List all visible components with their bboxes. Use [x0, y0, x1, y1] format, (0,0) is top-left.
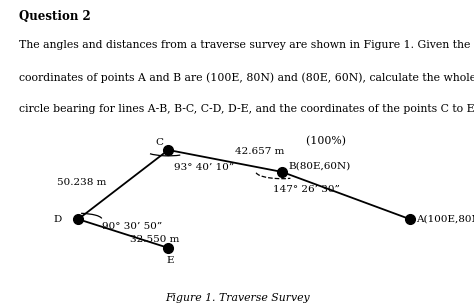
Text: circle bearing for lines A-B, B-C, C-D, D-E, and the coordinates of the points C: circle bearing for lines A-B, B-C, C-D, … [19, 104, 474, 114]
Text: Question 2: Question 2 [19, 10, 91, 23]
Text: 93° 40’ 10”: 93° 40’ 10” [174, 163, 235, 172]
Text: D: D [54, 215, 62, 224]
Text: (100%): (100%) [19, 136, 346, 146]
Text: The angles and distances from a traverse survey are shown in Figure 1. Given the: The angles and distances from a traverse… [19, 41, 470, 50]
Text: 147° 26’ 30”: 147° 26’ 30” [273, 185, 339, 194]
Text: E: E [167, 256, 174, 265]
Text: Figure 1. Traverse Survey: Figure 1. Traverse Survey [164, 293, 310, 303]
Text: 90° 30’ 50”: 90° 30’ 50” [102, 222, 162, 231]
Text: 50.238 m: 50.238 m [57, 177, 107, 187]
Text: B(80E,60N): B(80E,60N) [288, 161, 350, 170]
Text: A(100E,80N): A(100E,80N) [416, 215, 474, 224]
Text: 42.657 m: 42.657 m [235, 147, 284, 156]
Text: coordinates of points A and B are (100E, 80N) and (80E, 60N), calculate the whol: coordinates of points A and B are (100E,… [19, 72, 474, 83]
Text: C: C [155, 138, 164, 146]
Text: 32.550 m: 32.550 m [130, 235, 180, 244]
